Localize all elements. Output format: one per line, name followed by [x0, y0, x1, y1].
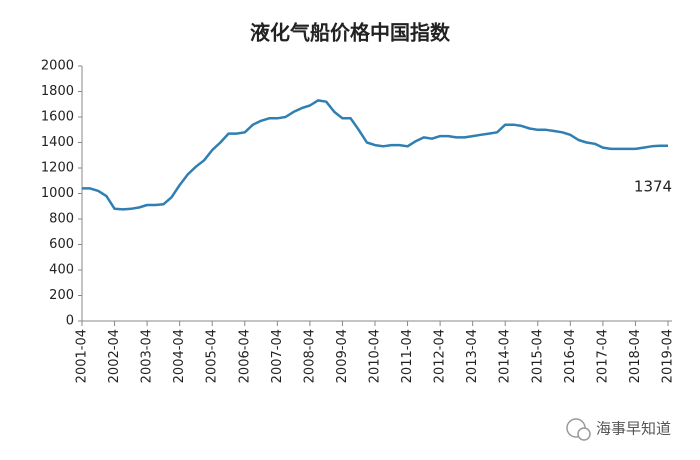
y-tick-label: 800	[49, 212, 74, 227]
annotation: 1374	[634, 178, 672, 196]
x-tick-label: 2003-04	[140, 329, 155, 383]
y-tick-label: 1400	[41, 135, 74, 150]
x-tick-label: 2002-04	[107, 329, 122, 383]
y-tick-label: 600	[49, 237, 74, 252]
x-tick-label: 2019-04	[661, 329, 676, 383]
chart-title: 液化气船价格中国指数	[250, 21, 451, 45]
y-tick-label: 200	[49, 288, 74, 303]
x-tick-label: 2001-04	[75, 329, 90, 383]
watermark: 海事早知道	[596, 420, 671, 438]
watermark-icon	[566, 418, 591, 441]
x-tick-label: 2006-04	[237, 329, 252, 383]
y-tick-label: 1200	[41, 161, 74, 176]
x-tick-label: 2017-04	[595, 329, 610, 383]
x-tick-label: 2009-04	[335, 329, 350, 383]
x-tick-label: 2010-04	[368, 329, 383, 383]
x-tick-label: 2004-04	[172, 329, 187, 383]
x-tick-label: 2012-04	[433, 329, 448, 383]
y-tick-label: 1000	[41, 186, 74, 201]
data-line	[82, 99, 668, 211]
y-tick-label: 400	[49, 263, 74, 278]
x-tick-label: 2011-04	[400, 329, 415, 383]
x-tick-label: 2008-04	[302, 329, 317, 383]
x-tick-label: 2013-04	[465, 329, 480, 383]
y-tick-label: 0	[66, 314, 74, 329]
y-tick-label: 2000	[41, 59, 74, 74]
y-tick-label: 1800	[41, 84, 74, 99]
x-tick-label: 2005-04	[205, 329, 220, 383]
x-tick-label: 2015-04	[530, 329, 545, 383]
y-tick-label: 1600	[41, 110, 74, 125]
x-tick-label: 2007-04	[270, 329, 285, 383]
x-tick-label: 2014-04	[498, 329, 513, 383]
x-tick-label: 2016-04	[563, 329, 578, 383]
x-tick-label: 2018-04	[628, 329, 643, 383]
